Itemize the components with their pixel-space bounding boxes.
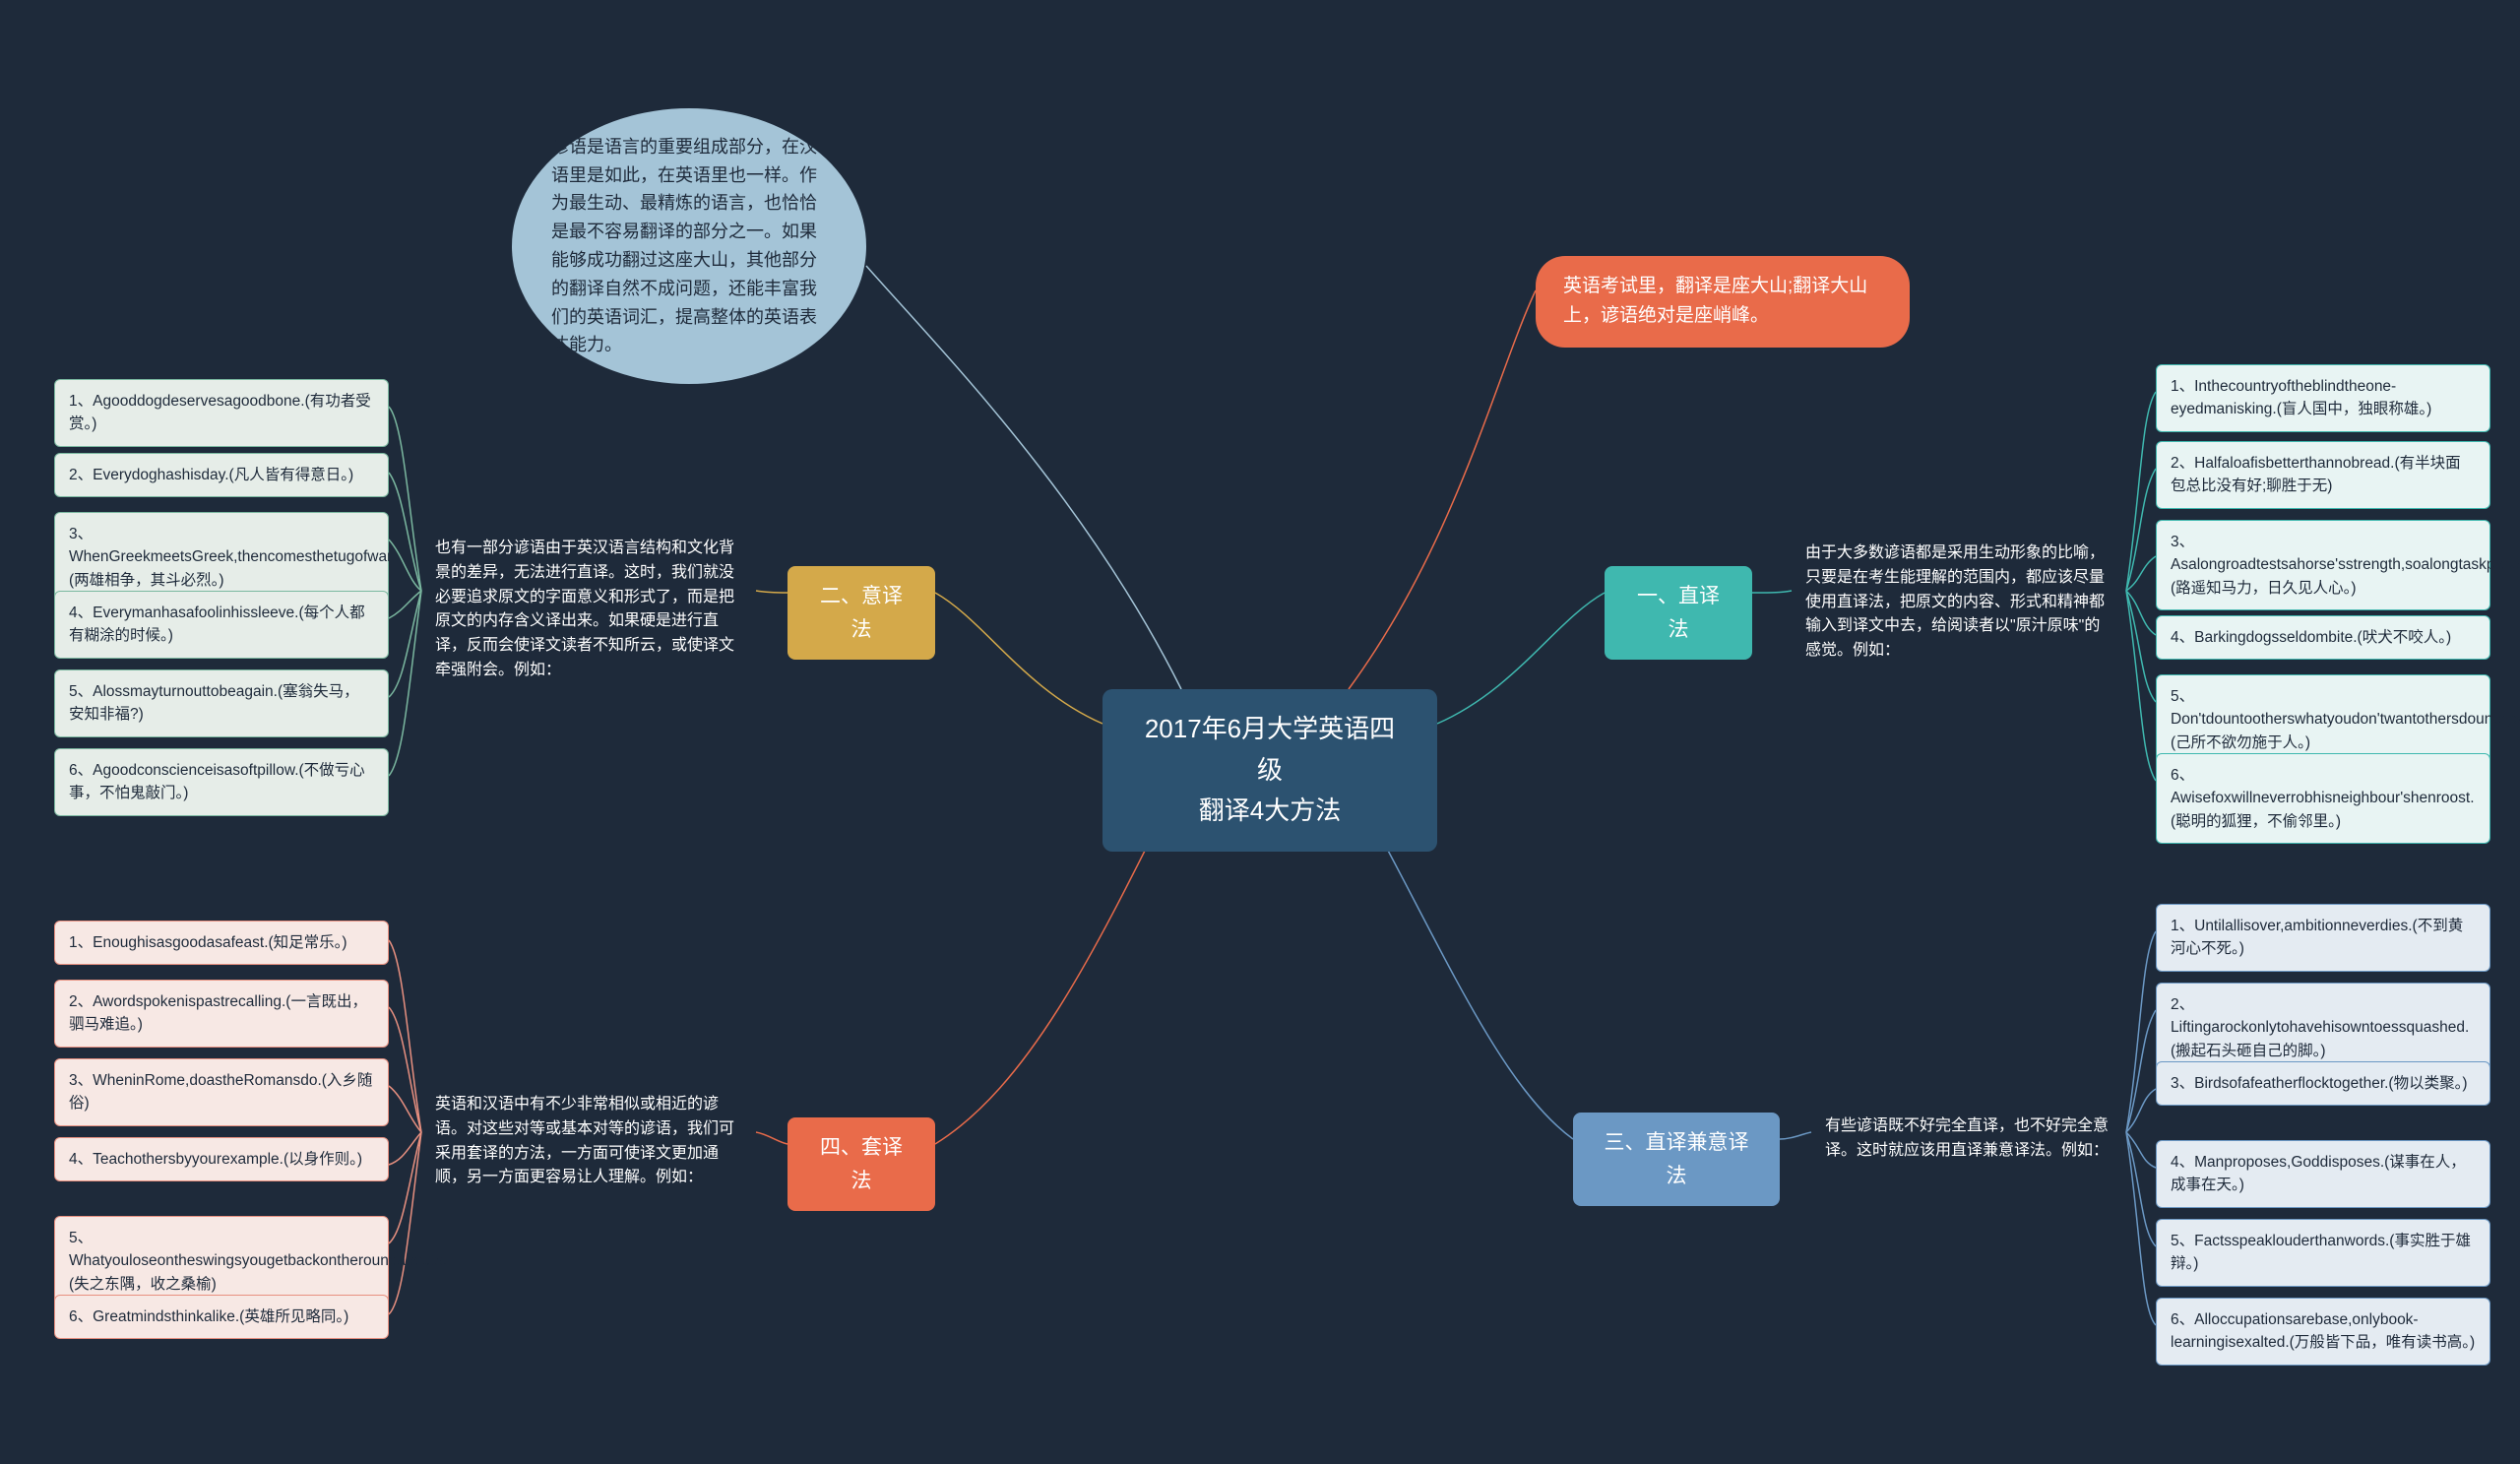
desc-free-text: 也有一部分谚语由于英汉语言结构和文化背景的差异，无法进行直译。这时，我们就没必要… [435,540,734,678]
leaf-free-4: 4、Everymanhasafoolinhissleeve.(每个人都有糊涂的时… [54,591,389,659]
leaf-combined-2: 2、Liftingarockonlytohavehisowntoessquash… [2156,983,2490,1073]
branch-literal-label: 一、直译法 [1637,585,1720,641]
center-title-l1: 2017年6月大学英语四级 [1145,714,1395,785]
leaf-free-3: 3、WhenGreekmeetsGreek,thencomesthetugofw… [54,512,389,603]
leaf-combined-4: 4、Manproposes,Goddisposes.(谋事在人，成事在天。) [2156,1140,2490,1208]
leaf-adapt-6: 6、Greatmindsthinkalike.(英雄所见略同。) [54,1295,389,1339]
intro-node: 谚语是语言的重要组成部分，在汉语里是如此，在英语里也一样。作为最生动、最精炼的语… [512,108,866,384]
desc-combined: 有些谚语既不好完全直译，也不好完全意译。这时就应该用直译兼意译法。例如： [1811,1105,2126,1174]
leaf-adapt-5: 5、Whatyouloseontheswingsyougetbackonther… [54,1216,389,1306]
leaf-literal-2: 2、Halfaloafisbetterthannobread.(有半块面包总比没… [2156,441,2490,509]
branch-combined: 三、直译兼意译法 [1573,1113,1780,1206]
leaf-combined-5: 5、Factsspeaklouderthanwords.(事实胜于雄辩。) [2156,1219,2490,1287]
leaf-adapt-2: 2、Awordspokenispastrecalling.(一言既出，驷马难追。… [54,980,389,1048]
tagline-node: 英语考试里，翻译是座大山;翻译大山上，谚语绝对是座峭峰。 [1536,256,1910,348]
leaf-free-1: 1、Agooddogdeservesagoodbone.(有功者受赏。) [54,379,389,447]
leaf-combined-3: 3、Birdsofafeatherflocktogether.(物以类聚。) [2156,1061,2490,1106]
desc-adapt-text: 英语和汉语中有不少非常相似或相近的谚语。对这些对等或基本对等的谚语，我们可采用套… [435,1096,734,1185]
desc-literal-text: 由于大多数谚语都是采用生动形象的比喻，只要是在考生能理解的范围内，都应该尽量使用… [1805,544,2105,659]
branch-adapt-label: 四、套译法 [820,1136,903,1192]
desc-literal: 由于大多数谚语都是采用生动形象的比喻，只要是在考生能理解的范围内，都应该尽量使用… [1792,532,2126,673]
leaf-free-5: 5、Alossmayturnouttobeagain.(塞翁失马，安知非福?) [54,669,389,737]
branch-free: 二、意译法 [788,566,935,660]
center-node: 2017年6月大学英语四级 翻译4大方法 [1102,689,1437,852]
leaf-literal-4: 4、Barkingdogsseldombite.(吠犬不咬人。) [2156,615,2490,660]
branch-literal: 一、直译法 [1605,566,1752,660]
leaf-free-2: 2、Everydoghashisday.(凡人皆有得意日。) [54,453,389,497]
desc-combined-text: 有些谚语既不好完全直译，也不好完全意译。这时就应该用直译兼意译法。例如： [1825,1117,2109,1159]
leaf-combined-1: 1、Untilallisover,ambitionneverdies.(不到黄河… [2156,904,2490,972]
desc-adapt: 英语和汉语中有不少非常相似或相近的谚语。对这些对等或基本对等的谚语，我们可采用套… [421,1083,756,1200]
tagline-text: 英语考试里，翻译是座大山;翻译大山上，谚语绝对是座峭峰。 [1563,276,1867,326]
desc-free: 也有一部分谚语由于英汉语言结构和文化背景的差异，无法进行直译。这时，我们就没必要… [421,527,756,693]
leaf-adapt-4: 4、Teachothersbyyourexample.(以身作则。) [54,1137,389,1181]
leaf-adapt-1: 1、Enoughisasgoodasafeast.(知足常乐。) [54,921,389,965]
intro-text: 谚语是语言的重要组成部分，在汉语里是如此，在英语里也一样。作为最生动、最精炼的语… [551,133,827,359]
center-title-l2: 翻译4大方法 [1199,796,1341,825]
branch-combined-label: 三、直译兼意译法 [1605,1131,1749,1187]
leaf-combined-6: 6、Alloccupationsarebase,onlybook-learnin… [2156,1298,2490,1366]
branch-free-label: 二、意译法 [820,585,903,641]
leaf-literal-5: 5、Don'tdountootherswhatyoudon'twantother… [2156,674,2490,765]
leaf-literal-6: 6、Awisefoxwillneverrobhisneighbour'shenr… [2156,753,2490,844]
leaf-adapt-3: 3、WheninRome,doastheRomansdo.(入乡随俗) [54,1058,389,1126]
leaf-literal-1: 1、Inthecountryoftheblindtheone-eyedmanis… [2156,364,2490,432]
leaf-literal-3: 3、Asalongroadtestsahorse'sstrength,soalo… [2156,520,2490,610]
branch-adapt: 四、套译法 [788,1117,935,1211]
leaf-free-6: 6、Agoodconscienceisasoftpillow.(不做亏心事，不怕… [54,748,389,816]
